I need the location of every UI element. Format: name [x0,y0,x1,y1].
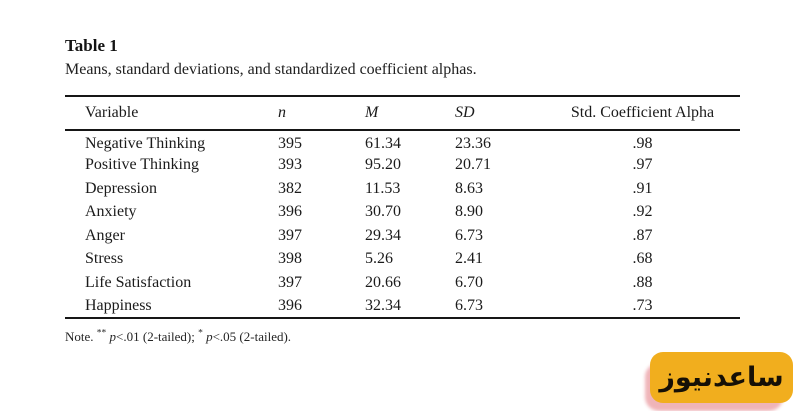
cell-alpha: .97 [632,156,653,174]
cell-sd: 23.36 [455,134,491,152]
table-row: Negative Thinking 395 61.34 23.36 .98 [65,130,740,154]
cell-variable: Life Satisfaction [85,273,192,291]
col-header-sd: SD [455,96,545,131]
cell-alpha: .73 [632,296,653,314]
cell-n: 393 [278,156,302,174]
table-row: Anger 397 29.34 6.73 .87 [65,224,740,248]
cell-alpha: .91 [632,179,653,197]
cell-alpha: .87 [632,226,653,244]
paper-table-region: Table 1 Means, standard deviations, and … [65,34,740,345]
note-sig2-rest: <.05 (2-tailed). [212,329,292,344]
cell-m: 29.34 [365,226,401,244]
note-sig2-stars: * [198,328,203,339]
cell-variable: Positive Thinking [85,156,199,174]
cell-variable: Happiness [85,296,152,314]
cell-alpha: .92 [632,203,653,221]
col-header-variable: Variable [65,96,278,131]
note-sig1-rest: <.01 (2-tailed); [116,329,195,344]
cell-alpha: .98 [632,134,653,152]
stats-table: Variable n M SD Std. Coefficient Alpha N… [65,95,740,319]
cell-sd: 8.90 [455,203,483,221]
cell-m: 32.34 [365,296,401,314]
cell-n: 396 [278,203,302,221]
cell-variable: Stress [85,250,124,268]
table-row: Life Satisfaction 397 20.66 6.70 .88 [65,271,740,295]
cell-n: 395 [278,134,302,152]
cell-sd: 20.71 [455,156,491,174]
cell-n: 397 [278,226,302,244]
cell-sd: 2.41 [455,250,483,268]
table-row: Depression 382 11.53 8.63 .91 [65,177,740,201]
cell-n: 398 [278,250,302,268]
note-sig1-pvar: p [109,329,117,344]
cell-sd: 8.63 [455,179,483,197]
cell-n: 396 [278,296,302,314]
table-header: Variable n M SD Std. Coefficient Alpha [65,96,740,131]
table-caption: Means, standard deviations, and standard… [65,61,477,78]
table-row: Stress 398 5.26 2.41 .68 [65,248,740,272]
table-body: Negative Thinking 395 61.34 23.36 .98 Po… [65,130,740,318]
cell-alpha: .68 [632,250,653,268]
col-header-alpha: Std. Coefficient Alpha [545,96,740,131]
cell-n: 382 [278,179,302,197]
col-header-m: M [365,96,455,131]
cell-m: 20.66 [365,273,401,291]
table-row: Positive Thinking 393 95.20 20.71 .97 [65,154,740,178]
cell-sd: 6.73 [455,296,483,314]
table-row: Anxiety 396 30.70 8.90 .92 [65,201,740,225]
cell-alpha: .88 [632,273,653,291]
cell-m: 61.34 [365,134,401,152]
note-prefix: Note. [65,329,94,344]
cell-variable: Negative Thinking [85,134,206,152]
note-sig1-stars: ** [96,328,107,339]
cell-n: 397 [278,273,302,291]
header-row: Variable n M SD Std. Coefficient Alpha [65,96,740,131]
table-row: Happiness 396 32.34 6.73 .73 [65,295,740,319]
cell-sd: 6.70 [455,273,483,291]
cell-variable: Anxiety [85,203,137,221]
cell-m: 11.53 [365,179,401,197]
saednews-watermark-badge: ساعدنیوز [650,352,793,403]
col-header-n: n [278,96,365,131]
watermark: ساعدنیوز [645,352,793,411]
table-label: Table 1 [65,36,118,55]
note-sig2-pvar: p [206,329,213,344]
cell-sd: 6.73 [455,226,483,244]
cell-m: 5.26 [365,250,393,268]
table-note: Note. ** p<.01 (2-tailed); * p<.05 (2-ta… [65,329,740,345]
cell-variable: Anger [85,226,125,244]
cell-m: 95.20 [365,156,401,174]
cell-variable: Depression [85,179,157,197]
cell-m: 30.70 [365,203,401,221]
